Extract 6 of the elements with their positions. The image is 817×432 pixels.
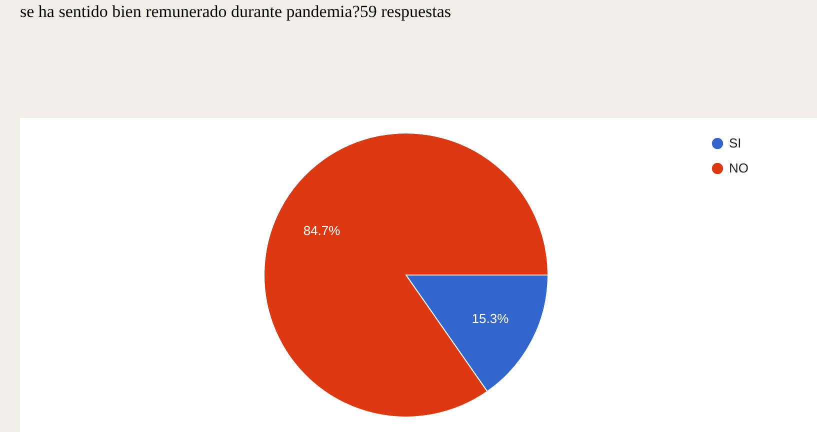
data-label: 15.3% [472, 310, 510, 326]
legend-label: SI [729, 136, 742, 150]
data-label: 84.7% [303, 223, 341, 238]
pie-slice [264, 132, 548, 418]
legend-label: NO [729, 160, 748, 176]
chart-title: se ha sentido bien remunerado durante pandemia?59 respuestas [20, 2, 451, 22]
